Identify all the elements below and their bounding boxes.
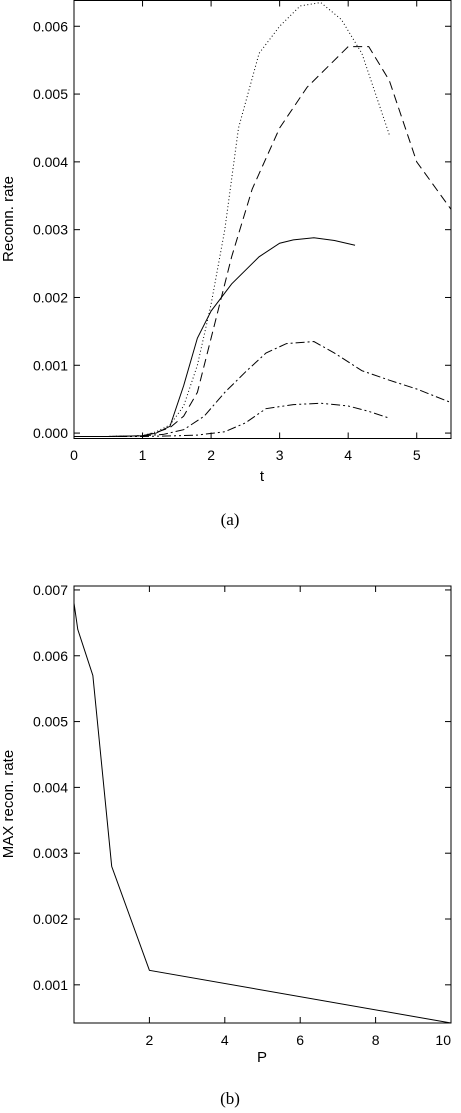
tick-labels-b: 2 4 6 8 10 0.001 0.002 0.003 0.004 0.005 0.006 0.00…	[33, 582, 451, 1048]
y-tick-label-b: 0.001	[33, 977, 68, 993]
ticks-a	[73, 0, 451, 439]
x-tick-label-b: 10	[435, 1032, 451, 1048]
series-line-a-1-dotted	[74, 1, 390, 437]
y-tick-label-b: 0.005	[33, 714, 68, 730]
series-line-a-5-dashdotdot	[74, 402, 390, 437]
x-tick-label-a: 5	[413, 447, 421, 463]
series-line-a-4-dashdot	[74, 341, 452, 437]
y-tick-label-a: 0.001	[33, 357, 68, 373]
panel-caption-a: (a)	[221, 510, 240, 529]
y-tick-label-a: 0.004	[33, 154, 68, 170]
y-tick-label-a: 0.003	[33, 222, 68, 238]
plot-frame-a	[73, 0, 452, 439]
x-tick-label-b: 4	[221, 1032, 229, 1048]
ticks-b	[74, 586, 452, 1023]
y-tick-label-b: 0.004	[33, 779, 68, 795]
series-line-a-2-dashed	[74, 46, 452, 437]
tick-labels-a: 0 1 2 3 4 5 0.000 0.001 0.002 0.003 0.004 0.005 0.00…	[33, 18, 421, 463]
x-tick-label-a: 2	[207, 447, 215, 463]
series-group-a	[74, 1, 452, 437]
y-axis-label-a: Reconn. rate	[0, 176, 17, 262]
x-tick-label-a: 4	[344, 447, 352, 463]
y-tick-label-a: 0.005	[33, 86, 68, 102]
y-tick-label-b: 0.002	[33, 911, 68, 927]
x-tick-label-a: 1	[139, 447, 147, 463]
y-tick-label-a: 0.000	[33, 425, 68, 441]
y-axis-label-b: MAX recon. rate	[0, 750, 17, 858]
x-tick-label-b: 6	[296, 1032, 304, 1048]
y-tick-label-a: 0.006	[33, 18, 68, 34]
y-tick-label-b: 0.007	[33, 582, 68, 598]
series-group-b	[73, 603, 452, 1024]
y-tick-label-a: 0.002	[33, 289, 68, 305]
x-tick-label-a: 3	[276, 447, 284, 463]
x-axis-label-a: t	[260, 468, 265, 485]
series-line-b-1-solid	[73, 603, 452, 1024]
x-tick-label-b: 8	[372, 1032, 380, 1048]
y-tick-label-b: 0.003	[33, 845, 68, 861]
x-tick-label-a: 0	[70, 447, 78, 463]
series-line-a-3-solid	[74, 237, 356, 437]
plot-frame-b	[73, 585, 452, 1024]
x-axis-label-b: P	[257, 1049, 267, 1066]
y-tick-label-b: 0.006	[33, 648, 68, 664]
panel-caption-b: (b)	[220, 1089, 240, 1108]
panel-b: 2 4 6 8 10 0.001 0.002 0.003 0.004 0.005 0.006 0.00…	[0, 582, 452, 1108]
x-tick-label-b: 2	[146, 1032, 154, 1048]
panel-a: 0 1 2 3 4 5 0.000 0.001 0.002 0.003 0.004 0.005 0.00…	[0, 0, 452, 529]
